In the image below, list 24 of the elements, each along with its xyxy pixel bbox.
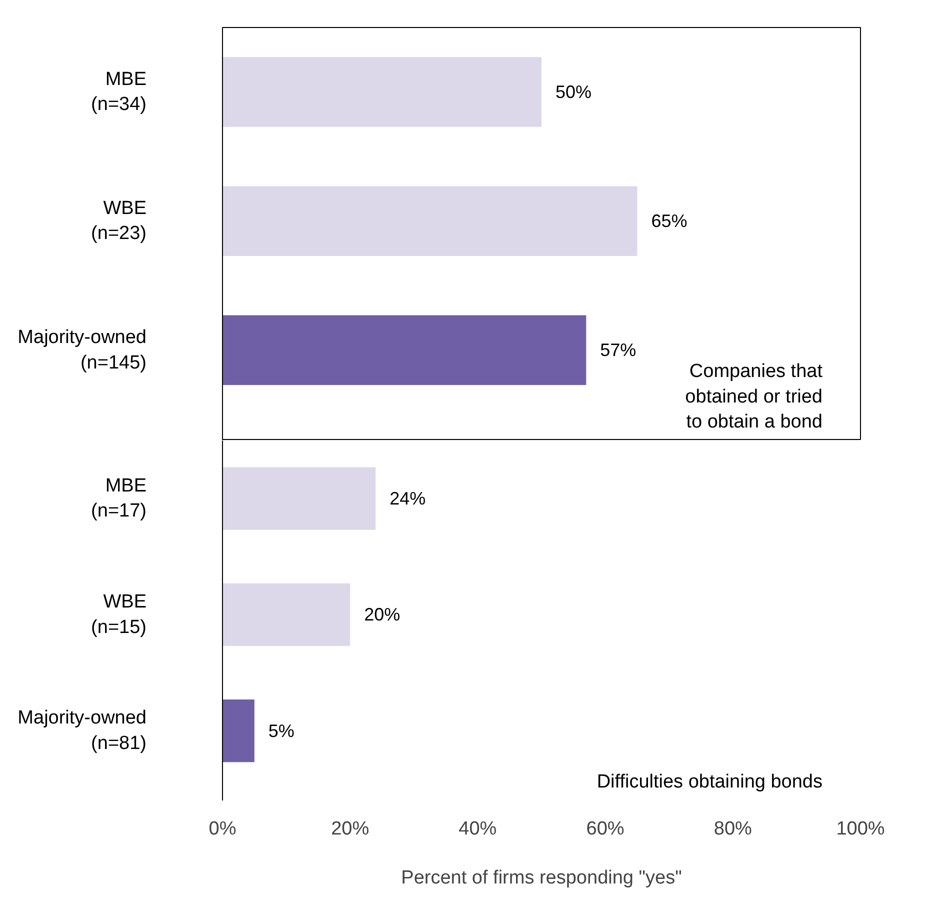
data-label: 50%	[556, 82, 592, 102]
data-label: 20%	[364, 604, 400, 625]
x-tick-label: 100%	[836, 818, 885, 840]
y-tick-label: MBE (n=17)	[91, 475, 147, 522]
x-tick-label: 80%	[714, 818, 752, 840]
bar	[222, 699, 254, 762]
data-label: 5%	[268, 720, 294, 741]
data-label: 24%	[390, 488, 426, 509]
annotation: Companies that obtained or tried to obtain a bond	[685, 361, 824, 432]
x-tick-label: 0%	[208, 818, 236, 840]
bar	[222, 467, 376, 530]
annotation: Difficulties obtaining bonds	[596, 772, 823, 792]
data-label: 65%	[651, 211, 688, 232]
x-tick-label: 40%	[458, 818, 497, 840]
data-label: 57%	[600, 340, 636, 360]
x-axis-title: Percent of firms responding "yes"	[401, 868, 682, 888]
y-tick-label: WBE (n=15)	[91, 592, 146, 638]
y-tick-label: MBE (n=34)	[91, 68, 147, 116]
y-tick-label: WBE (n=23)	[91, 198, 146, 244]
y-tick-label: Majority-owned (n=145)	[18, 327, 147, 374]
y-tick-label: Majority-owned (n=81)	[18, 708, 147, 754]
bar	[222, 583, 350, 646]
x-tick-label: 60%	[586, 818, 624, 840]
x-tick-label: 20%	[331, 818, 370, 840]
